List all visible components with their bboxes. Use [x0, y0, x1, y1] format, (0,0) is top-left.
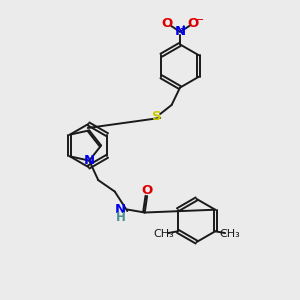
Text: N: N [174, 25, 186, 38]
Text: N: N [84, 154, 95, 167]
Text: N: N [115, 203, 126, 216]
Text: O: O [188, 17, 199, 30]
Text: O: O [162, 17, 173, 30]
Text: H: H [116, 212, 126, 224]
Text: CH₃: CH₃ [153, 229, 174, 239]
Text: O: O [142, 184, 153, 197]
Text: +: + [180, 24, 188, 33]
Text: CH₃: CH₃ [219, 229, 240, 239]
Text: −: − [194, 15, 204, 25]
Text: S: S [152, 110, 161, 123]
